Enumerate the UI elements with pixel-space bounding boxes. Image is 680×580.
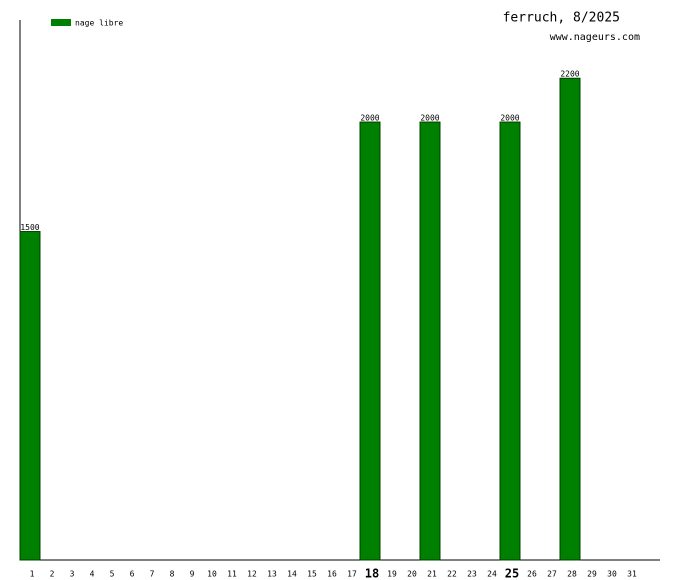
x-tick-label: 19: [387, 570, 397, 579]
x-tick-label: 1: [30, 570, 35, 579]
x-tick-label: 9: [190, 570, 195, 579]
value-label: 2000: [360, 114, 379, 123]
legend-swatch: [51, 19, 71, 26]
bar: [19, 231, 41, 561]
legend-label: nage libre: [75, 19, 123, 28]
x-tick-label: 23: [467, 570, 477, 579]
x-tick-label: 8: [170, 570, 175, 579]
x-tick-label: 22: [447, 570, 457, 579]
bar: [559, 77, 581, 561]
x-tick-label: 25: [505, 567, 519, 580]
x-tick-label: 16: [327, 570, 337, 579]
x-tick-label: 29: [587, 570, 597, 579]
x-tick-label: 3: [70, 570, 75, 579]
x-tick-label: 31: [627, 570, 637, 579]
x-tick-label: 7: [150, 570, 155, 579]
x-tick-label: 13: [267, 570, 277, 579]
x-tick-label: 24: [487, 570, 497, 579]
x-tick-label: 11: [227, 570, 237, 579]
x-tick-label: 15: [307, 570, 317, 579]
chart-title: ferruch, 8/2025: [503, 11, 620, 26]
value-label: 2000: [500, 114, 519, 123]
x-tick-label: 5: [110, 570, 115, 579]
x-tick-label: 18: [365, 567, 379, 580]
x-tick-label: 28: [567, 570, 577, 579]
x-tick-label: 26: [527, 570, 537, 579]
x-tick-label: 30: [607, 570, 617, 579]
value-label: 1500: [20, 223, 39, 232]
bar: [359, 121, 381, 561]
chart-subtitle: www.nageurs.com: [550, 32, 640, 43]
bar: [499, 121, 521, 561]
x-tick-label: 6: [130, 570, 135, 579]
x-tick-label: 17: [347, 570, 357, 579]
x-tick-label: 10: [207, 570, 217, 579]
bar: [419, 121, 441, 561]
x-tick-label: 4: [90, 570, 95, 579]
value-label: 2000: [420, 114, 439, 123]
x-tick-label: 12: [247, 570, 257, 579]
x-tick-label: 21: [427, 570, 437, 579]
x-tick-label: 2: [50, 570, 55, 579]
x-tick-label: 20: [407, 570, 417, 579]
value-label: 2200: [560, 70, 579, 79]
x-tick-label: 14: [287, 570, 297, 579]
x-tick-label: 27: [547, 570, 557, 579]
